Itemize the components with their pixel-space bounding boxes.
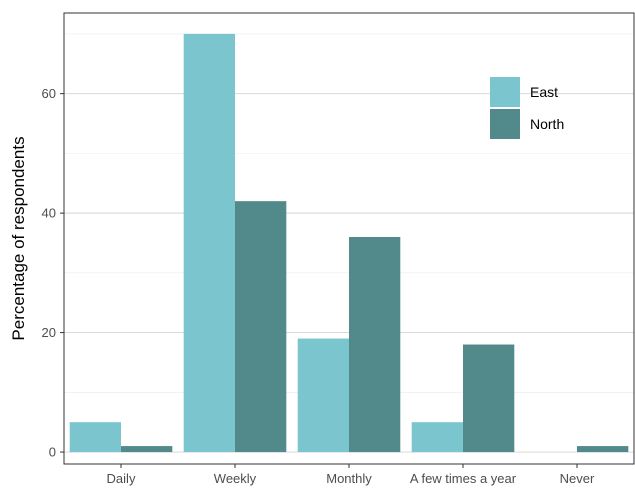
x-tick-label: Never (560, 471, 595, 486)
x-tick-label: Monthly (326, 471, 372, 486)
legend-key-east (490, 77, 520, 107)
bar-north-daily (121, 446, 173, 453)
bar-east-daily (69, 422, 121, 453)
y-tick-label: 60 (42, 86, 56, 101)
legend-label-east: East (530, 84, 558, 100)
x-tick-label: Weekly (214, 471, 257, 486)
legend-label-north: North (530, 116, 564, 132)
legend-key-north (490, 109, 520, 139)
bar-east-monthly (297, 338, 349, 453)
bar-north-monthly (349, 237, 401, 453)
bars (69, 33, 629, 453)
x-tick-label: A few times a year (410, 471, 517, 486)
bar-north-weekly (235, 201, 287, 453)
x-axis-ticks: Daily Weekly Monthly A few times a year Neve… (107, 464, 595, 486)
bar-north-never (577, 446, 629, 453)
y-axis-title: Percentage of respondents (9, 136, 28, 340)
x-tick-label: Daily (107, 471, 136, 486)
bar-east-a-few-times-a-year (411, 422, 463, 453)
bar-east-weekly (183, 33, 235, 453)
bar-north-a-few-times-a-year (463, 344, 515, 453)
y-axis-ticks: 0 20 40 60 (42, 86, 64, 460)
y-tick-label: 20 (42, 325, 56, 340)
legend: East North (490, 77, 564, 139)
y-tick-label: 0 (49, 445, 56, 460)
y-tick-label: 40 (42, 206, 56, 221)
